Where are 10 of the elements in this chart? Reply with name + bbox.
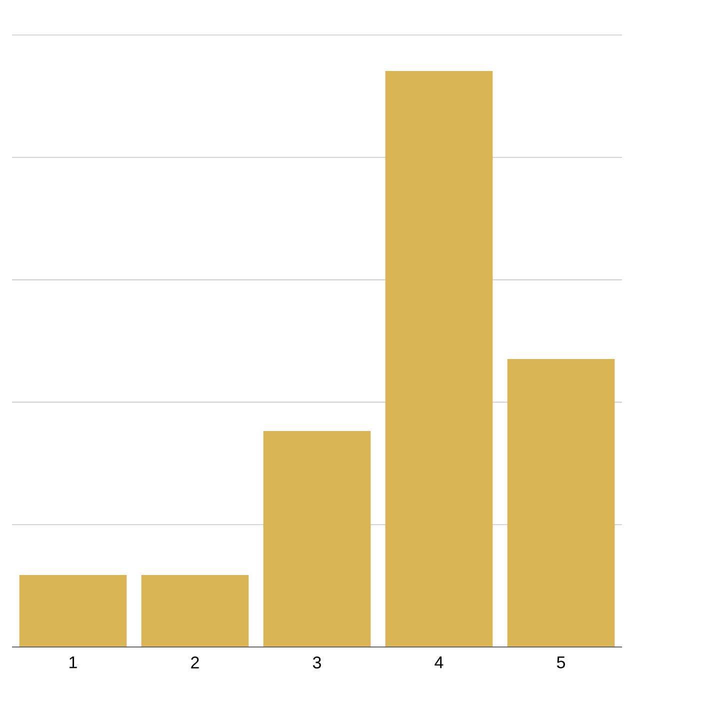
x-tick-label: 2: [191, 656, 199, 668]
bar: [385, 70, 493, 647]
x-tick-label: 1: [70, 656, 77, 668]
x-tick-label: 4: [434, 656, 444, 668]
bar: [507, 358, 615, 647]
x-tick-label: 3: [312, 656, 321, 669]
x-tick-label: 5: [556, 656, 565, 668]
bar: [263, 430, 371, 647]
bar: [19, 575, 127, 647]
bar: [141, 575, 249, 647]
